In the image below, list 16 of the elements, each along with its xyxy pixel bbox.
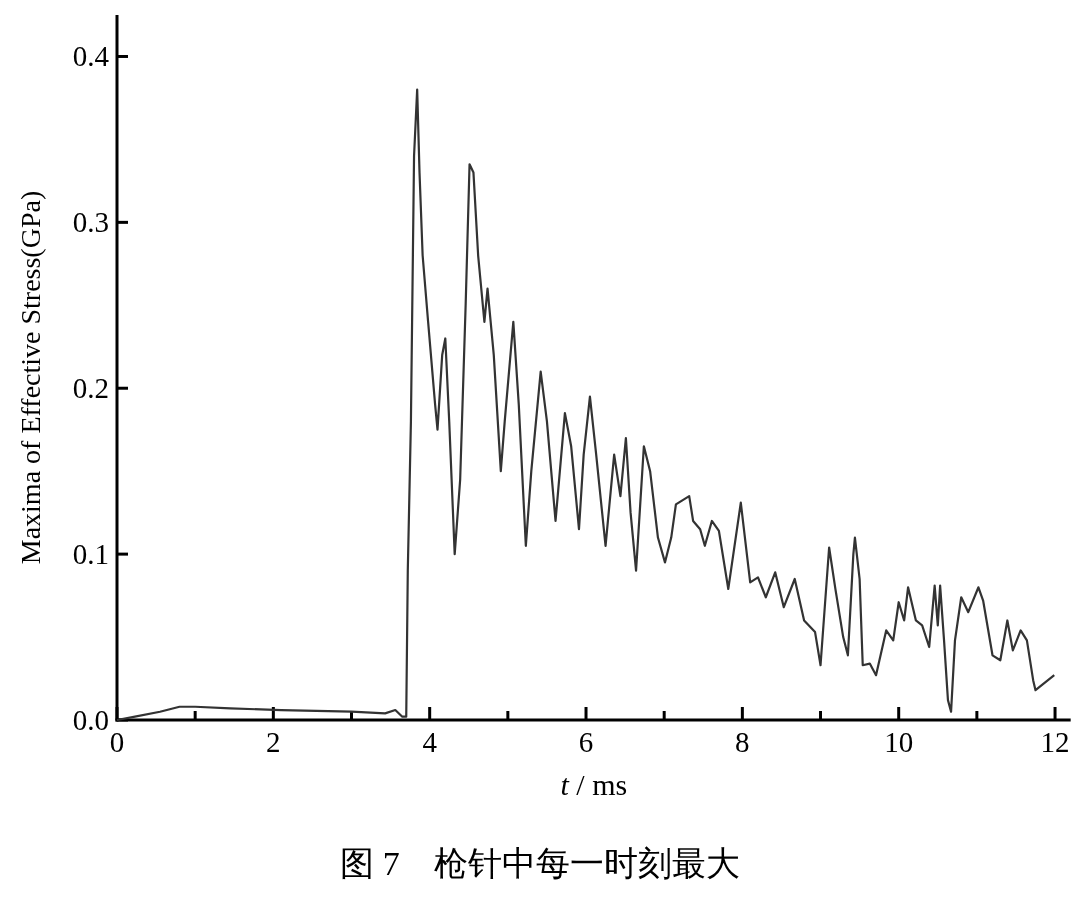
x-tick-label: 6 — [578, 726, 594, 758]
y-tick-label: 0.0 — [72, 704, 109, 736]
y-tick-label: 0.3 — [72, 206, 109, 239]
x-tick-label: 10 — [884, 726, 914, 758]
x-tick-label: 8 — [735, 726, 750, 758]
y-tick-label: 0.2 — [72, 372, 109, 405]
y-tick-label: 0.4 — [72, 40, 110, 73]
x-axis-title: t / ms — [560, 768, 628, 801]
x-tick-label: 4 — [422, 726, 438, 758]
y-axis-title: Maxima of Effective Stress(GPa) — [15, 190, 46, 565]
x-tick-label: 2 — [266, 726, 281, 758]
line-series — [115, 88, 1056, 722]
y-tick-label: 0.1 — [72, 538, 109, 571]
x-tick-label: 0 — [109, 726, 125, 758]
caption: 图 7 枪针中每一时刻最大 — [340, 845, 740, 882]
x-tick-label: 12 — [1040, 726, 1070, 758]
